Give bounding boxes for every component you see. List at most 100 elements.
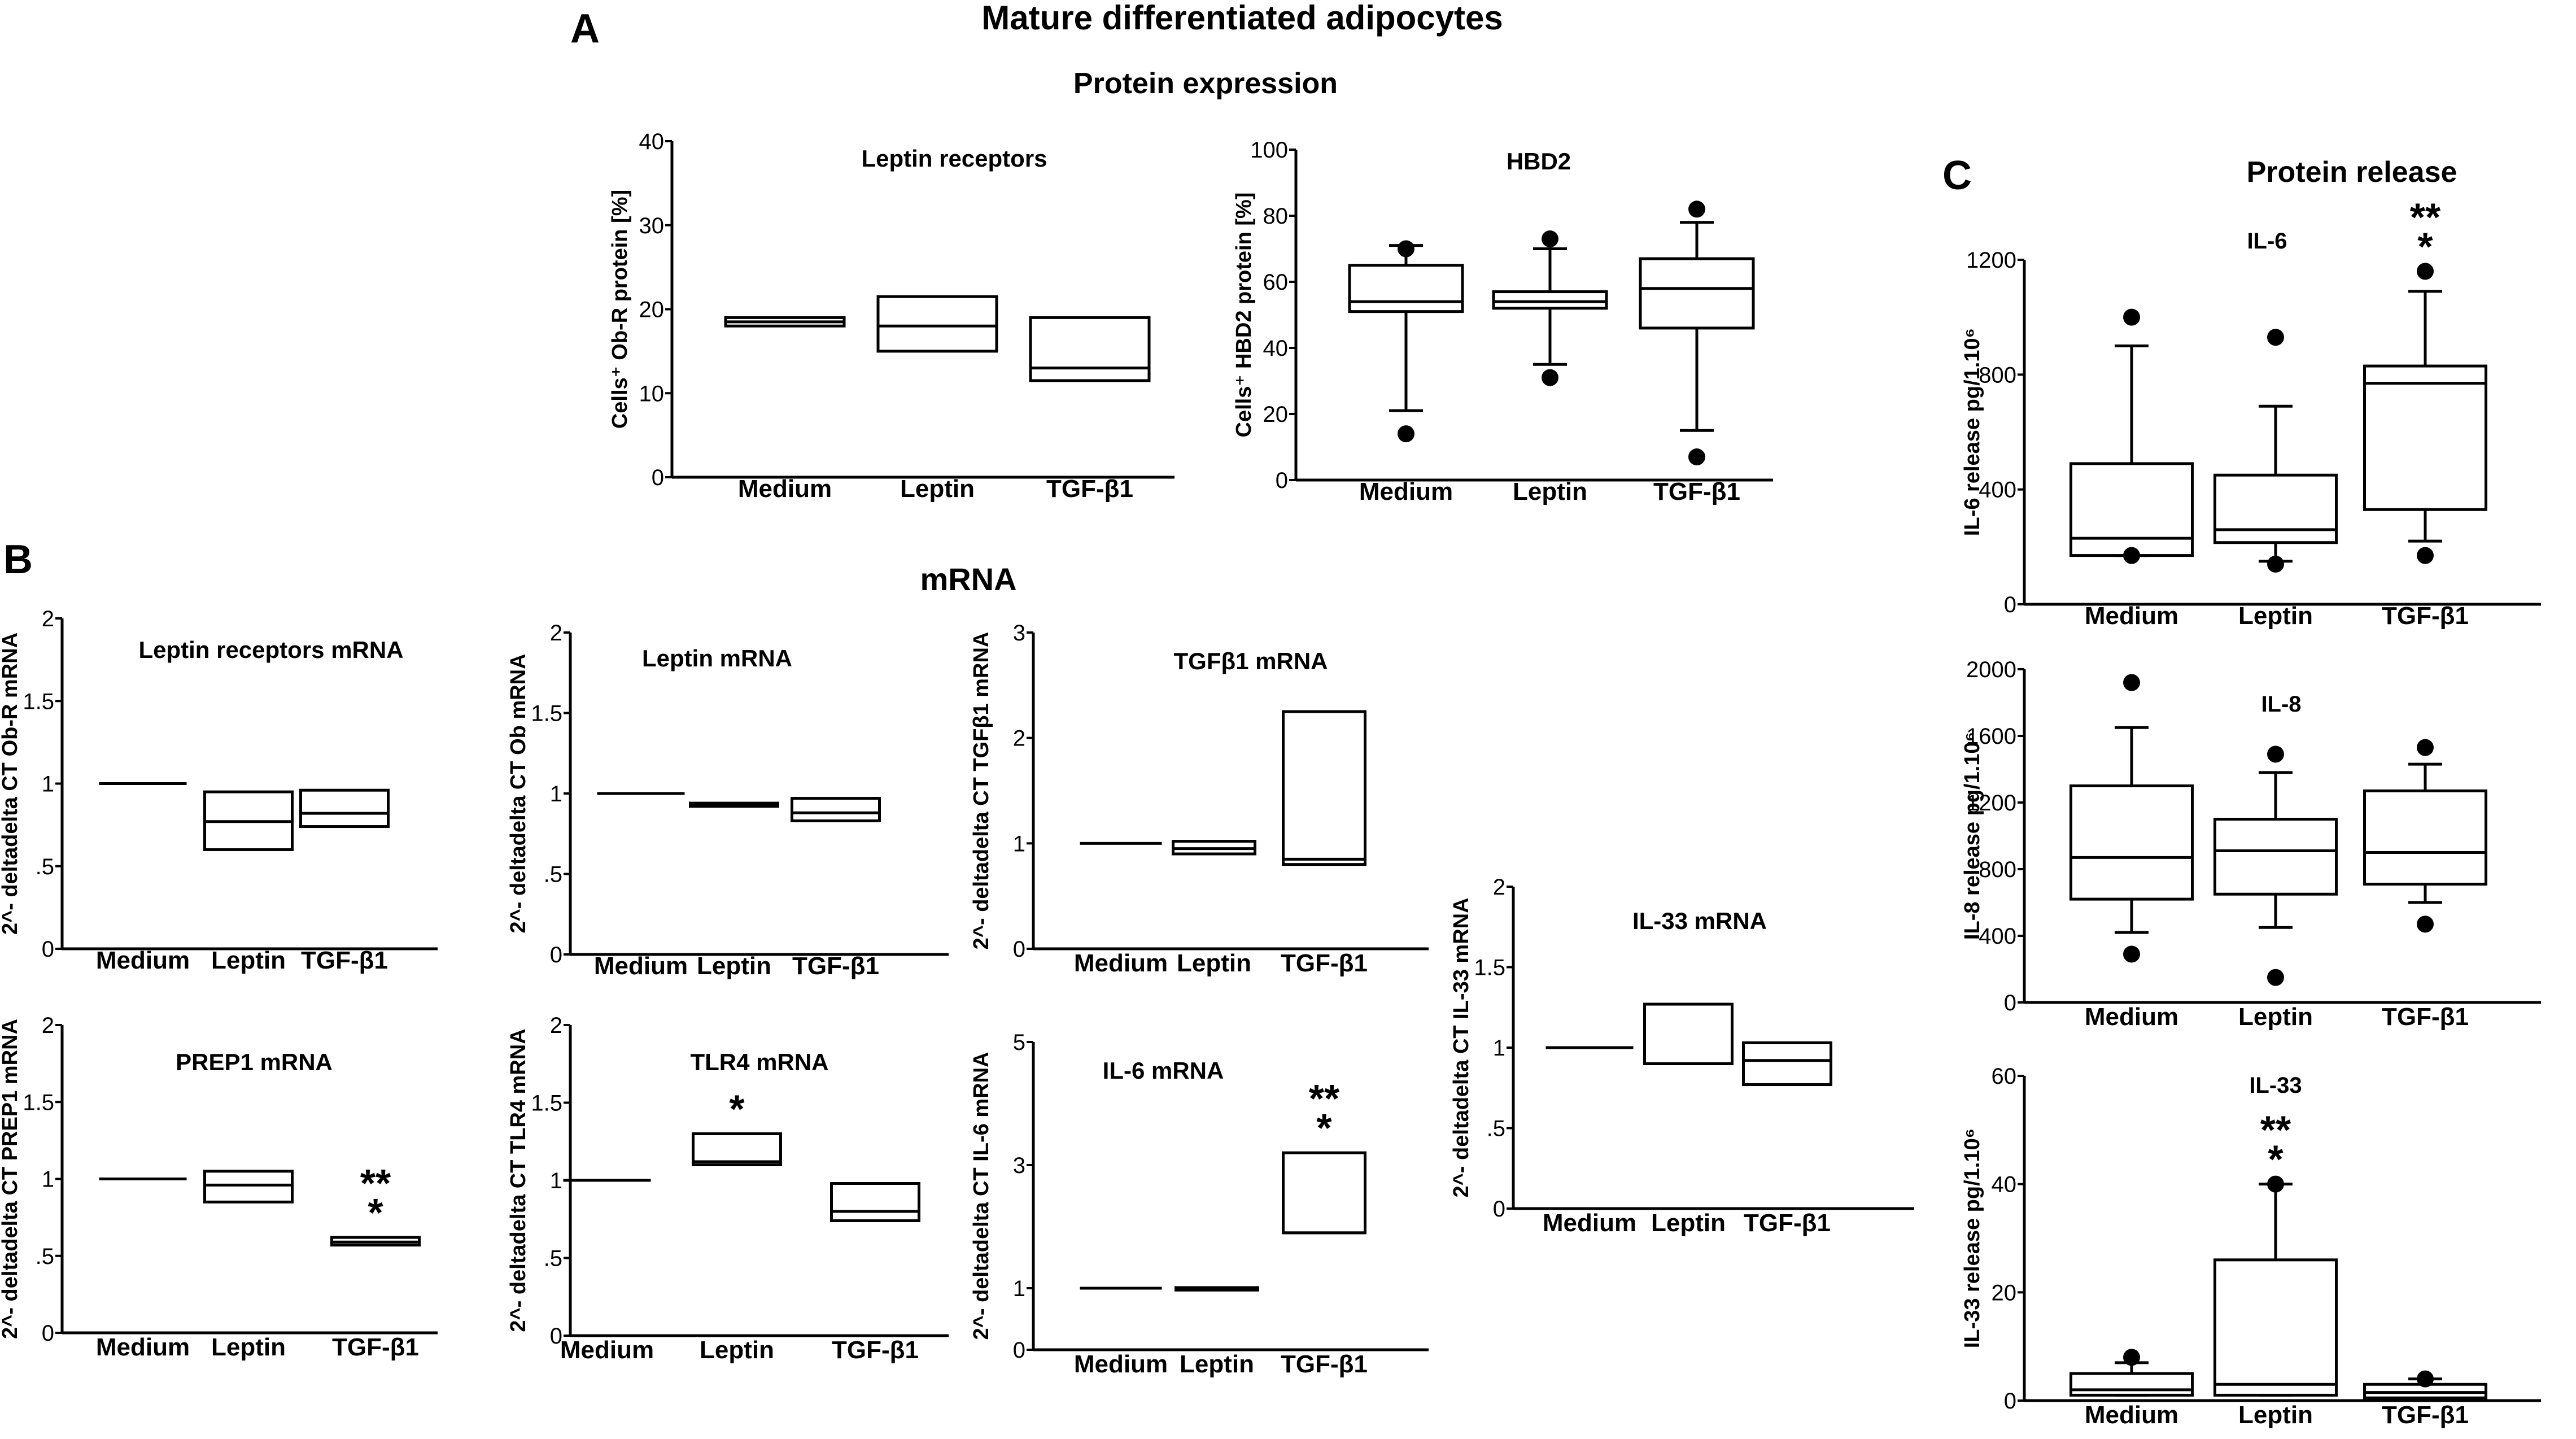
significance-marker: ** (1309, 1076, 1340, 1120)
y-axis-label: 2^- deltadelta CT PREP1 mRNA (0, 1019, 22, 1339)
y-tick-label: 60 (1263, 270, 1289, 295)
outlier-point (1688, 448, 1705, 466)
box-iqr (2069, 1372, 2194, 1397)
outlier-point (2123, 1349, 2140, 1366)
box-iqr (1348, 264, 1464, 313)
y-axis-label: 2^- deltadelta CT IL-33 mRNA (1449, 897, 1473, 1197)
x-category-label: TGF-β1 (832, 1336, 919, 1364)
y-axis-label: IL-8 release pg/1.10⁶ (1961, 732, 1984, 940)
x-category-label: TGF-β1 (2382, 1401, 2469, 1429)
chart-title: Leptin mRNA (642, 645, 792, 671)
chart-title: HBD2 (1507, 148, 1571, 175)
outlier-point (2123, 308, 2140, 326)
x-category-label: Medium (96, 947, 190, 974)
chart-title: IL-6 (2247, 229, 2287, 254)
y-tick-label: 60 (1992, 1064, 2017, 1089)
y-tick-label: 0 (2004, 592, 2016, 617)
y-tick-label: 30 (639, 213, 665, 238)
y-tick-label: 1 (42, 772, 54, 797)
box-iqr (876, 295, 998, 353)
chart-title: IL-6 mRNA (1103, 1057, 1224, 1084)
box-iqr (1742, 1041, 1832, 1087)
x-category-label: Medium (560, 1336, 654, 1364)
x-category-label: TGF-β1 (332, 1333, 419, 1361)
box-iqr (2069, 784, 2194, 901)
y-axis-label: IL-6 release pg/1.10⁶ (1961, 328, 1984, 536)
box-iqr (791, 797, 881, 822)
y-tick-label: 400 (1979, 478, 2016, 503)
chart-il6-release: 0 400 800 1200 IL-6 release pg/1.10⁶ IL-6 Medi… (1961, 195, 2541, 630)
y-tick-label: 2 (550, 1013, 562, 1038)
y-tick-label: 0 (1493, 1197, 1505, 1222)
y-tick-label: 5 (1013, 1030, 1025, 1055)
y-tick-label: 10 (639, 381, 665, 406)
x-category-label: Leptin (700, 1336, 774, 1364)
y-tick-label: 0 (42, 937, 54, 962)
y-tick-label: 2 (550, 621, 562, 646)
y-tick-label: 40 (1992, 1172, 2017, 1197)
y-tick-label: 2000 (1966, 657, 2016, 682)
outlier-point (2417, 263, 2434, 280)
significance-marker: ** (2410, 195, 2441, 239)
panel-label-b: B (3, 537, 33, 582)
outlier-point (2267, 555, 2284, 573)
box-iqr (299, 788, 390, 828)
box-iqr (1282, 710, 1366, 866)
chart-hbd2-protein: 0 20 40 60 80 100 Cells⁺ HBD2 protein [%] HBD2 M… (1232, 138, 1773, 505)
y-tick-label: 1.5 (531, 701, 562, 726)
y-tick-label: 1.5 (1474, 956, 1505, 980)
y-axis-label: 2^- deltadelta CT IL-6 mRNA (970, 1052, 993, 1340)
outlier-point (2417, 547, 2434, 564)
y-axis-label: 2^- deltadelta CT TGFβ1 mRNA (970, 632, 993, 950)
y-axis-label: Cells⁺ Ob-R protein [%] (608, 190, 632, 429)
y-tick-label: 1.5 (23, 689, 54, 714)
x-category-label: Leptin (2238, 1401, 2313, 1429)
y-tick-label: 40 (1263, 336, 1289, 361)
box-iqr (1282, 1151, 1366, 1235)
outlier-point (1688, 200, 1705, 218)
box-iqr (692, 1132, 782, 1166)
x-category-label: Leptin (697, 952, 771, 980)
y-axis-label: 2^- deltadelta CT Ob mRNA (507, 653, 530, 933)
y-tick-label: .5 (36, 1244, 54, 1269)
chart-title: IL-33 mRNA (1632, 908, 1767, 934)
y-tick-label: 3 (1013, 621, 1025, 646)
chart-il8-release: 0 400 800 1200 1600 2000 IL-8 release pg/1.10⁶… (1961, 657, 2541, 1031)
x-category-label: TGF-β1 (1653, 478, 1740, 505)
outlier-point (2267, 969, 2284, 986)
subtitle-protein-expression: Protein expression (1073, 67, 1338, 100)
y-tick-label: .5 (36, 854, 54, 879)
y-tick-label: 1.5 (531, 1091, 562, 1116)
chart-title: Leptin receptors mRNA (138, 636, 403, 663)
significance-marker: * (1316, 1106, 1332, 1150)
chart-tlr4-mrna: 0 .5 1 1.5 2 2^- deltadelta CT TLR4 mRNA TLR4 … (507, 1013, 949, 1364)
x-category-label: Leptin (1651, 1209, 1726, 1237)
y-tick-label: 0 (1013, 1338, 1025, 1363)
figure-title: Mature differentiated adipocytes (981, 0, 1503, 37)
y-tick-label: 1 (1493, 1036, 1505, 1061)
box-iqr (1639, 257, 1755, 330)
x-category-label: Leptin (900, 475, 975, 503)
x-category-label: TGF-β1 (301, 947, 388, 974)
chart-prep1-mrna: 0 .5 1 1.5 2 2^- deltadelta CT PREP1 mRNA PREP… (0, 1013, 438, 1361)
y-tick-label: 1 (42, 1167, 54, 1192)
x-category-label: Medium (1543, 1209, 1636, 1237)
y-axis-label: Cells⁺ HBD2 protein [%] (1232, 193, 1256, 438)
x-category-label: Medium (1359, 478, 1453, 505)
y-tick-label: 1 (1013, 1276, 1025, 1301)
y-tick-label: 0 (1013, 937, 1025, 962)
y-tick-label: 2 (1013, 726, 1025, 751)
box-iqr (2213, 473, 2338, 544)
y-tick-label: 100 (1250, 138, 1288, 163)
box-iqr (2069, 462, 2194, 557)
y-tick-label: 1200 (1966, 791, 2016, 816)
x-category-label: Leptin (1177, 949, 1251, 977)
x-category-label: Leptin (1513, 478, 1587, 505)
x-category-label: Leptin (211, 1333, 286, 1361)
y-tick-label: 40 (639, 129, 665, 154)
chart-title: Leptin receptors (861, 145, 1047, 172)
y-tick-label: 20 (639, 298, 665, 322)
panel-label-a: A (570, 6, 600, 51)
y-tick-label: 0 (1276, 468, 1288, 493)
